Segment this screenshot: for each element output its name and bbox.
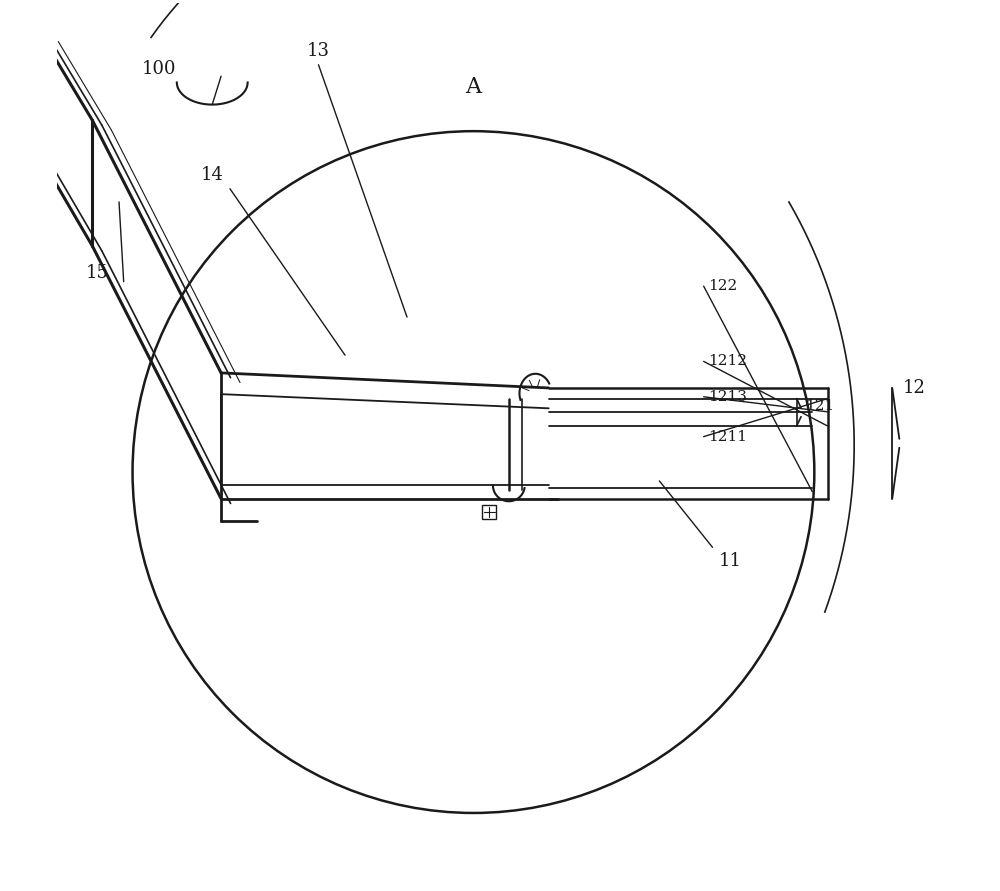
Bar bbox=[482, 505, 496, 519]
Text: 1212: 1212 bbox=[708, 355, 747, 368]
Text: 1211: 1211 bbox=[708, 429, 747, 444]
Text: 14: 14 bbox=[201, 167, 224, 184]
Text: 100: 100 bbox=[142, 61, 176, 78]
Text: 1213: 1213 bbox=[708, 389, 747, 404]
Text: 15: 15 bbox=[86, 264, 109, 282]
Text: 122: 122 bbox=[708, 279, 737, 293]
Text: A: A bbox=[465, 76, 481, 98]
Text: 11: 11 bbox=[719, 552, 742, 569]
Text: 13: 13 bbox=[307, 43, 330, 61]
Text: 121: 121 bbox=[805, 398, 835, 413]
Text: 12: 12 bbox=[903, 379, 926, 397]
